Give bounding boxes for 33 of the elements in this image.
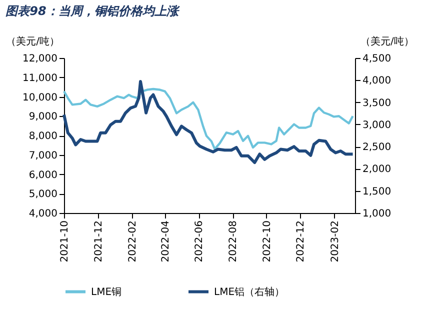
x-tick-label: 2022-04 — [160, 220, 172, 262]
y-tick-label: 10,000 — [22, 92, 58, 104]
x-tick-label: 2022-02 — [128, 220, 139, 262]
y-tick-label: 6,000 — [28, 170, 58, 181]
y-tick-label: 11,000 — [22, 72, 58, 84]
y-tick-label: 8,000 — [28, 131, 58, 142]
y-tick-label: 4,000 — [28, 208, 58, 220]
y2-tick-label: 1,500 — [362, 186, 392, 198]
y2-axis-title: （美元/吨） — [360, 36, 414, 48]
x-tick-label: 2022-06 — [194, 220, 206, 262]
y2-tick-label: 2,000 — [362, 164, 392, 176]
y2-tick-label: 4,500 — [362, 54, 392, 64]
x-tick-label: 2021-12 — [93, 220, 104, 262]
x-tick-label: 2022-12 — [296, 220, 307, 262]
y2-tick-label: 3,000 — [362, 120, 392, 131]
line-series — [62, 88, 354, 150]
x-tick-label: 2023-02 — [330, 220, 341, 262]
y-tick-label: 5,000 — [28, 189, 58, 200]
y-axis-title: （美元/吨） — [6, 36, 60, 48]
chart-title: 图表98：当周，铜铝价格均上涨 — [6, 4, 180, 18]
y-tick-label: 12,000 — [22, 54, 58, 64]
y-tick-label: 7,000 — [28, 150, 58, 162]
y2-tick-label: 3,500 — [362, 98, 392, 109]
x-tick-label: 2022-08 — [228, 220, 240, 262]
legend-label: LME铜 — [91, 286, 122, 298]
line-series — [62, 80, 354, 164]
y2-tick-label: 4,000 — [362, 76, 392, 87]
x-tick-label: 2021-10 — [60, 220, 70, 262]
y2-tick-label: 1,000 — [362, 208, 392, 220]
y-tick-label: 9,000 — [28, 112, 58, 123]
x-tick-label: 2022-10 — [262, 220, 273, 262]
y2-tick-label: 2,500 — [362, 142, 392, 154]
legend-label: LME铝（右轴） — [214, 286, 285, 298]
